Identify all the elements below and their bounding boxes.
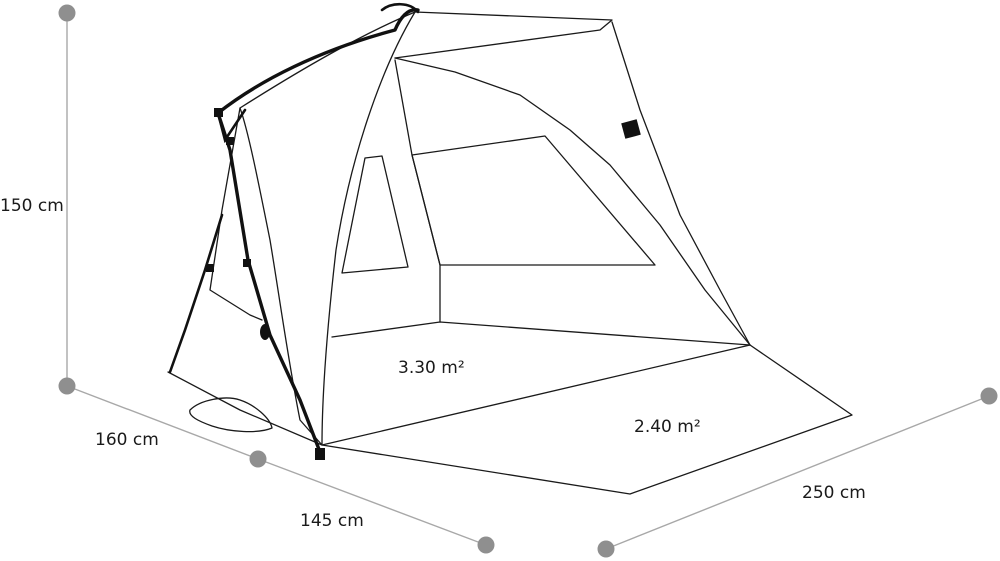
inner-floor-outline (331, 321, 751, 346)
pole-joint (260, 324, 270, 340)
depth-label: 160 cm (95, 430, 159, 450)
length-guide-line (605, 395, 990, 550)
pole-clip-2 (226, 137, 234, 145)
left-support-pole (168, 213, 224, 374)
dimension-guides (58, 4, 998, 558)
pole-foot (315, 448, 325, 460)
height-label: 150 cm (0, 196, 64, 216)
dimension-dot-corner (58, 377, 76, 395)
dimension-dot-middle (249, 450, 267, 468)
front-width-guide-line (257, 458, 487, 546)
pole-clip-1 (214, 108, 223, 117)
inner-floor-area-label: 3.30 m² (398, 358, 465, 378)
pole-clip-3 (206, 264, 214, 272)
front-width-label: 145 cm (300, 511, 364, 531)
extended-floor-outline (321, 344, 853, 495)
top-ridge (394, 11, 613, 59)
area-labels: 3.30 m² 2.40 m² (398, 358, 701, 437)
left-floor-edge (167, 371, 323, 446)
dimension-dot-top (58, 4, 76, 22)
front-flap-panel (239, 11, 416, 446)
ridge-tab (621, 119, 641, 139)
sand-pocket (189, 397, 273, 433)
pole-clip-4 (243, 259, 251, 267)
right-panel-edge (611, 21, 751, 346)
dimension-dot-length-start (597, 540, 615, 558)
side-window (341, 155, 409, 274)
depth-guide-line (66, 385, 259, 460)
dimension-dot-front-end (477, 536, 495, 554)
extended-floor-area-label: 2.40 m² (634, 417, 701, 437)
dimension-dot-length-end (980, 387, 998, 405)
pole-brace (216, 108, 247, 144)
dimension-labels: 150 cm 160 cm 145 cm 250 cm (0, 196, 866, 531)
back-panel-outline (394, 57, 751, 346)
back-window (411, 135, 656, 266)
left-side-panel (209, 107, 263, 321)
length-label: 250 cm (802, 483, 866, 503)
front-rod (380, 2, 420, 14)
beach-tent-drawing (167, 2, 853, 495)
back-panel-seam (394, 59, 441, 323)
